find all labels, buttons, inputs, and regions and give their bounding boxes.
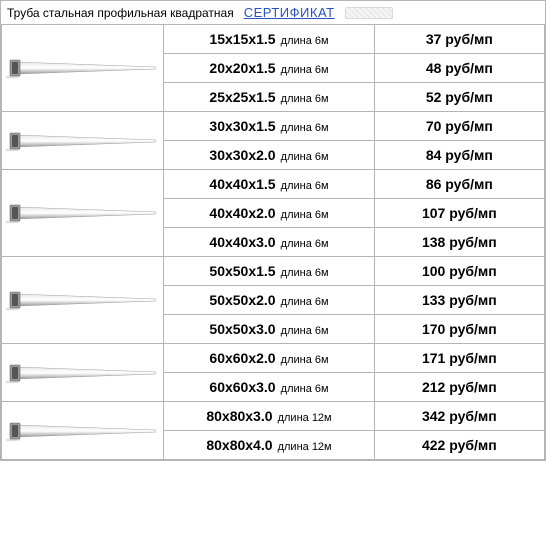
dimension-value: 40х40х2.0: [209, 205, 275, 221]
table-row: 30х30х1.5 длина 6м 70 руб/мп: [2, 112, 545, 141]
table-row: 15х15х1.5 длина 6м 37 руб/мп: [2, 25, 545, 54]
price-cell: 52 руб/мп: [374, 83, 544, 112]
product-image-cell: [2, 170, 164, 257]
table-row: 60х60х2.0 длина 6м 171 руб/мп: [2, 344, 545, 373]
price-value: 52 руб/мп: [426, 89, 493, 105]
dimension-value: 80х80х4.0: [206, 437, 272, 453]
price-cell: 171 руб/мп: [374, 344, 544, 373]
square-pipe-icon: [6, 361, 159, 385]
price-cell: 422 руб/мп: [374, 431, 544, 460]
square-pipe-icon: [6, 129, 159, 153]
price-value: 171 руб/мп: [422, 350, 497, 366]
dimension-cell: 40х40х2.0 длина 6м: [164, 199, 374, 228]
dimension-cell: 80х80х4.0 длина 12м: [164, 431, 374, 460]
product-image-cell: [2, 112, 164, 170]
dimension-cell: 30х30х2.0 длина 6м: [164, 141, 374, 170]
square-pipe-icon: [6, 56, 159, 80]
price-cell: 133 руб/мп: [374, 286, 544, 315]
length-value: длина 6м: [278, 209, 329, 221]
length-value: длина 6м: [278, 325, 329, 337]
dimension-cell: 40х40х1.5 длина 6м: [164, 170, 374, 199]
dimension-value: 40х40х3.0: [209, 234, 275, 250]
price-cell: 212 руб/мп: [374, 373, 544, 402]
length-value: длина 12м: [275, 441, 332, 453]
price-cell: 86 руб/мп: [374, 170, 544, 199]
price-cell: 48 руб/мп: [374, 54, 544, 83]
dimension-cell: 30х30х1.5 длина 6м: [164, 112, 374, 141]
price-cell: 100 руб/мп: [374, 257, 544, 286]
dimension-value: 30х30х2.0: [209, 147, 275, 163]
dimension-cell: 40х40х3.0 длина 6м: [164, 228, 374, 257]
table-row: 40х40х1.5 длина 6м 86 руб/мп: [2, 170, 545, 199]
price-cell: 84 руб/мп: [374, 141, 544, 170]
dimension-cell: 60х60х3.0 длина 6м: [164, 373, 374, 402]
price-cell: 107 руб/мп: [374, 199, 544, 228]
price-value: 48 руб/мп: [426, 60, 493, 76]
dimension-value: 20х20х1.5: [209, 60, 275, 76]
dimension-value: 60х60х3.0: [209, 379, 275, 395]
price-cell: 342 руб/мп: [374, 402, 544, 431]
dimension-value: 60х60х2.0: [209, 350, 275, 366]
length-value: длина 6м: [278, 296, 329, 308]
length-value: длина 6м: [278, 151, 329, 163]
dimension-cell: 80х80х3.0 длина 12м: [164, 402, 374, 431]
square-pipe-icon: [6, 201, 159, 225]
price-value: 170 руб/мп: [422, 321, 497, 337]
table-row: 80х80х3.0 длина 12м 342 руб/мп: [2, 402, 545, 431]
table-header: Труба стальная профильная квадратная СЕР…: [1, 1, 545, 24]
dimension-cell: 50х50х1.5 длина 6м: [164, 257, 374, 286]
length-value: длина 6м: [278, 354, 329, 366]
dimension-value: 40х40х1.5: [209, 176, 275, 192]
price-value: 133 руб/мп: [422, 292, 497, 308]
price-table: 15х15х1.5 длина 6м 37 руб/мп 20х20х1.5 дли…: [1, 24, 545, 460]
dimension-cell: 50х50х3.0 длина 6м: [164, 315, 374, 344]
dimension-value: 50х50х1.5: [209, 263, 275, 279]
length-value: длина 6м: [278, 93, 329, 105]
price-value: 70 руб/мп: [426, 118, 493, 134]
certificate-link[interactable]: СЕРТИФИКАТ: [244, 5, 335, 20]
dimension-value: 50х50х2.0: [209, 292, 275, 308]
price-value: 84 руб/мп: [426, 147, 493, 163]
table-row: 50х50х1.5 длина 6м 100 руб/мп: [2, 257, 545, 286]
length-value: длина 6м: [278, 122, 329, 134]
dimension-value: 15х15х1.5: [209, 31, 275, 47]
price-value: 100 руб/мп: [422, 263, 497, 279]
price-value: 212 руб/мп: [422, 379, 497, 395]
product-image-cell: [2, 257, 164, 344]
dimension-value: 25х25х1.5: [209, 89, 275, 105]
dimension-cell: 20х20х1.5 длина 6м: [164, 54, 374, 83]
length-value: длина 6м: [278, 180, 329, 192]
length-value: длина 6м: [278, 267, 329, 279]
price-cell: 37 руб/мп: [374, 25, 544, 54]
price-cell: 70 руб/мп: [374, 112, 544, 141]
price-value: 86 руб/мп: [426, 176, 493, 192]
length-value: длина 6м: [278, 238, 329, 250]
product-image-cell: [2, 25, 164, 112]
product-title: Труба стальная профильная квадратная: [7, 6, 234, 20]
price-cell: 138 руб/мп: [374, 228, 544, 257]
dimension-cell: 25х25х1.5 длина 6м: [164, 83, 374, 112]
dimension-cell: 15х15х1.5 длина 6м: [164, 25, 374, 54]
dimension-value: 80х80х3.0: [206, 408, 272, 424]
dimension-value: 50х50х3.0: [209, 321, 275, 337]
length-value: длина 6м: [278, 35, 329, 47]
dimension-cell: 50х50х2.0 длина 6м: [164, 286, 374, 315]
length-value: длина 12м: [275, 412, 332, 424]
product-image-cell: [2, 402, 164, 460]
price-value: 422 руб/мп: [422, 437, 497, 453]
length-value: длина 6м: [278, 64, 329, 76]
price-value: 37 руб/мп: [426, 31, 493, 47]
dimension-cell: 60х60х2.0 длина 6м: [164, 344, 374, 373]
pricing-table-container: Труба стальная профильная квадратная СЕР…: [0, 0, 546, 461]
dimension-value: 30х30х1.5: [209, 118, 275, 134]
certificate-thumb-icon: [345, 7, 393, 19]
price-value: 107 руб/мп: [422, 205, 497, 221]
price-cell: 170 руб/мп: [374, 315, 544, 344]
price-value: 342 руб/мп: [422, 408, 497, 424]
square-pipe-icon: [6, 419, 159, 443]
price-value: 138 руб/мп: [422, 234, 497, 250]
length-value: длина 6м: [278, 383, 329, 395]
square-pipe-icon: [6, 288, 159, 312]
product-image-cell: [2, 344, 164, 402]
